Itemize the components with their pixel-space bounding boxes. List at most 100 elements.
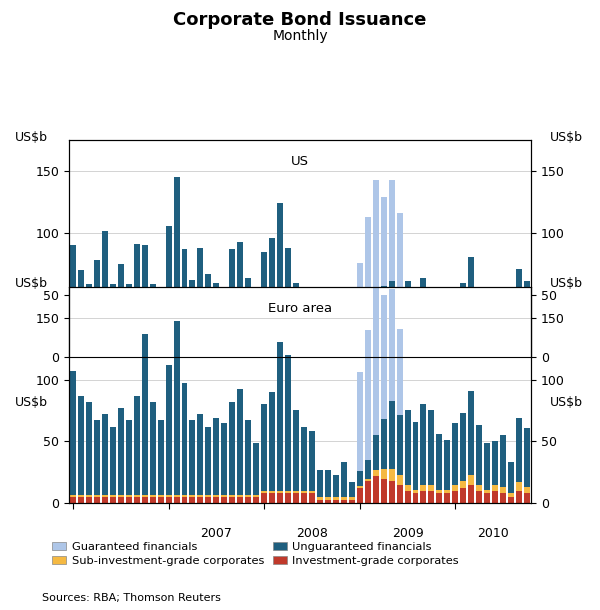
Bar [126, 333, 132, 339]
Bar [333, 342, 339, 345]
Bar [380, 478, 386, 503]
Bar [357, 489, 363, 503]
Bar [492, 491, 498, 503]
Bar [190, 280, 196, 329]
Bar [221, 334, 227, 339]
Bar [166, 365, 172, 495]
Bar [460, 282, 466, 317]
Bar [158, 497, 164, 503]
Bar [380, 317, 386, 326]
Bar [500, 435, 506, 487]
Bar [436, 339, 442, 357]
Bar [341, 500, 347, 503]
Bar [365, 328, 371, 334]
Bar [309, 431, 315, 491]
Bar [110, 339, 116, 357]
Bar [126, 495, 132, 497]
Bar [142, 326, 148, 332]
Bar [380, 295, 386, 419]
Bar [357, 486, 363, 489]
Bar [237, 242, 243, 322]
Bar [341, 462, 347, 497]
Bar [102, 495, 108, 497]
Bar [229, 326, 235, 332]
Bar [452, 491, 458, 503]
Bar [397, 415, 403, 475]
Bar [436, 332, 442, 339]
Bar [508, 323, 514, 339]
Bar [397, 329, 403, 357]
Bar [500, 328, 506, 334]
Bar [197, 497, 203, 503]
Bar [149, 497, 155, 503]
Bar [205, 329, 211, 334]
Bar [301, 339, 307, 357]
Text: Corporate Bond Issuance: Corporate Bond Issuance [173, 11, 427, 29]
Bar [269, 392, 275, 491]
Bar [78, 497, 84, 503]
Bar [229, 402, 235, 495]
Bar [309, 493, 315, 503]
Bar [293, 329, 299, 334]
Bar [182, 326, 187, 332]
Bar [221, 423, 227, 495]
Bar [421, 491, 427, 503]
Bar [269, 238, 275, 318]
Bar [445, 440, 451, 490]
Bar [142, 334, 148, 495]
Bar [237, 389, 243, 495]
Bar [293, 282, 299, 329]
Bar [460, 317, 466, 326]
Bar [397, 329, 403, 415]
Bar [452, 295, 458, 322]
Bar [102, 231, 108, 323]
Bar [102, 332, 108, 357]
Bar [309, 339, 315, 357]
Bar [492, 303, 498, 327]
Bar [349, 483, 355, 497]
Bar [205, 495, 211, 497]
Bar [428, 290, 434, 325]
Bar [460, 326, 466, 357]
Bar [78, 396, 84, 495]
Bar [134, 396, 140, 495]
Bar [261, 252, 267, 323]
Bar [142, 495, 148, 497]
Bar [86, 495, 92, 497]
Text: US$b: US$b [15, 277, 48, 290]
Bar [158, 495, 164, 497]
Bar [221, 495, 227, 497]
Bar [173, 495, 179, 497]
Text: 2008: 2008 [296, 527, 328, 540]
Bar [413, 490, 418, 493]
Bar [357, 471, 363, 486]
Bar [516, 491, 522, 503]
Bar [102, 497, 108, 503]
Bar [134, 497, 140, 503]
Bar [404, 325, 410, 332]
Bar [413, 334, 418, 357]
Bar [277, 493, 283, 503]
Bar [142, 497, 148, 503]
Bar [173, 178, 179, 320]
Bar [261, 323, 267, 329]
Text: 2007: 2007 [200, 527, 232, 540]
Bar [277, 312, 283, 322]
Bar [397, 475, 403, 485]
Bar [253, 443, 259, 495]
Bar [261, 493, 267, 503]
Bar [94, 497, 100, 503]
Bar [508, 342, 514, 357]
Bar [333, 497, 339, 500]
Bar [397, 485, 403, 503]
Bar [94, 334, 100, 357]
Text: US$b: US$b [550, 396, 583, 409]
Bar [516, 329, 522, 357]
Bar [158, 299, 164, 339]
Bar [500, 334, 506, 357]
Bar [158, 420, 164, 495]
Bar [197, 414, 203, 495]
Bar [508, 497, 514, 503]
Bar [134, 495, 140, 497]
Bar [476, 425, 482, 485]
